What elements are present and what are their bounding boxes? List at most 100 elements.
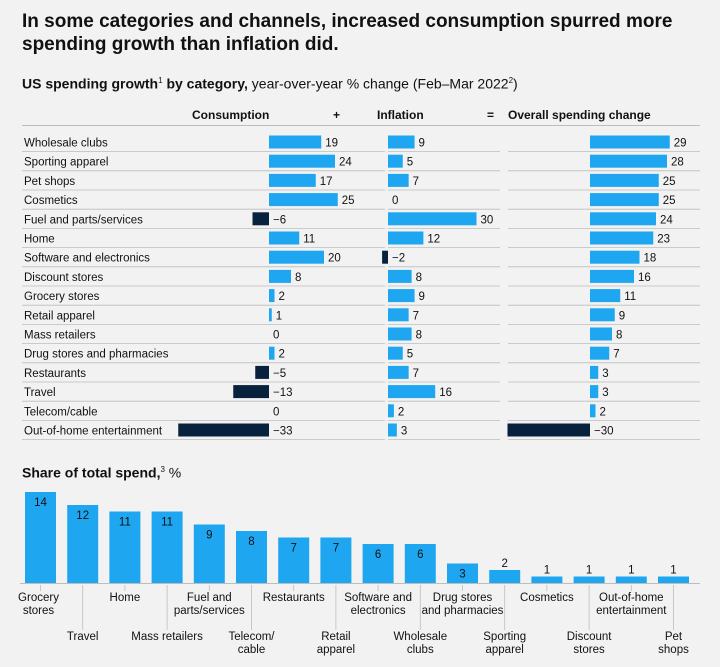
category-label-restaurants: Restaurants: [24, 368, 86, 380]
share-label-line: clubs: [407, 644, 434, 656]
overall-value-out-of-home-entertainment: −30: [594, 426, 614, 438]
overall-value-sporting-apparel: 28: [671, 157, 684, 169]
share-label-line: Telecom/: [228, 631, 275, 643]
consumption-value-telecom-cable: 0: [273, 406, 279, 418]
header-plus: +: [333, 108, 341, 122]
share-label-line: stores: [23, 605, 55, 617]
category-label-fuel-and-parts-services: Fuel and parts/services: [24, 214, 143, 226]
share-label-line: apparel: [486, 644, 524, 656]
consumption-value-travel: −13: [273, 387, 293, 399]
footnote-2: 2: [508, 76, 514, 85]
inflation-bar-mass-retailers: [388, 327, 412, 341]
inflation-value-cosmetics: 0: [392, 195, 398, 207]
consumption-bar-home: [269, 231, 300, 245]
share-label-line: and pharmacies: [422, 605, 504, 617]
share-bar-pet-shops: [658, 576, 689, 583]
category-label-mass-retailers: Mass retailers: [24, 330, 96, 342]
share-title: Share of total spend,3 %: [22, 461, 181, 482]
inflation-value-fuel-and-parts-services: 30: [481, 214, 494, 226]
share-label-retail-apparel: Retail apparel: [317, 631, 355, 656]
consumption-value-out-of-home-entertainment: −33: [273, 426, 293, 438]
inflation-value-pet-shops: 7: [413, 176, 419, 188]
share-label-line: Wholesale: [393, 631, 447, 643]
share-value-wholesale-clubs: 6: [417, 549, 423, 561]
share-label-line: apparel: [317, 644, 355, 656]
share-label-line: Home: [110, 592, 141, 604]
overall-bar-home: [590, 231, 654, 245]
share-label-line: Mass retailers: [131, 631, 203, 643]
share-label-line: Sporting: [483, 631, 526, 643]
consumption-value-restaurants: −5: [273, 368, 286, 380]
inflation-value-discount-stores: 8: [416, 272, 422, 284]
category-label-retail-apparel: Retail apparel: [24, 310, 95, 322]
overall-bar-restaurants: [590, 365, 599, 379]
overall-bar-drug-stores-and-pharmacies: [590, 346, 610, 360]
consumption-value-mass-retailers: 0: [273, 330, 279, 342]
inflation-bar-out-of-home-entertainment: [388, 423, 397, 437]
inflation-value-mass-retailers: 8: [416, 330, 422, 342]
share-value-sporting-apparel: 2: [501, 558, 507, 570]
inflation-bar-sporting-apparel: [388, 154, 403, 168]
category-label-software-and-electronics: Software and electronics: [24, 253, 150, 265]
share-bar-home: [109, 511, 141, 583]
share-value-telecom-cable: 8: [248, 536, 254, 548]
inflation-value-drug-stores-and-pharmacies: 5: [407, 349, 413, 361]
share-label-line: electronics: [351, 605, 406, 617]
category-label-home: Home: [24, 234, 55, 246]
share-label-software-and-electronics: Software and electronics: [344, 592, 412, 617]
share-label-line: entertainment: [596, 605, 667, 617]
share-label-mass-retailers: Mass retailers: [131, 631, 203, 643]
overall-bar-mass-retailers: [590, 327, 612, 341]
inflation-bar-drug-stores-and-pharmacies: [388, 346, 403, 360]
inflation-bar-wholesale-clubs: [388, 135, 415, 149]
share-bar-sporting-apparel: [489, 570, 521, 583]
share-label-out-of-home-entertainment: Out-of-home entertainment: [596, 592, 667, 617]
overall-bar-wholesale-clubs: [590, 135, 670, 149]
share-label-line: cable: [238, 644, 266, 656]
subtitle-end: ): [513, 75, 518, 92]
share-bar-restaurants: [278, 537, 310, 583]
consumption-bar-travel: [233, 385, 269, 399]
consumption-value-software-and-electronics: 20: [328, 253, 341, 265]
share-bar-mass-retailers: [151, 511, 183, 583]
overall-value-home: 23: [657, 234, 670, 246]
overall-bar-software-and-electronics: [590, 250, 640, 264]
share-bar-retail-apparel: [320, 537, 352, 583]
overall-value-telecom-cable: 2: [600, 406, 606, 418]
overall-bar-cosmetics: [590, 193, 659, 207]
share-label-line: Discount: [567, 631, 613, 643]
share-bar-travel: [67, 505, 99, 583]
share-label-drug-stores-and-pharmacies: Drug stores and pharmacies: [422, 592, 504, 617]
share-label-travel: Travel: [67, 631, 99, 643]
consumption-bar-pet-shops: [269, 173, 316, 187]
share-value-mass-retailers: 11: [161, 517, 173, 529]
share-label-telecom-cable: Telecom/cable: [228, 631, 275, 656]
inflation-value-retail-apparel: 7: [413, 310, 419, 322]
inflation-value-home: 12: [427, 234, 440, 246]
inflation-bar-telecom-cable: [388, 404, 394, 418]
share-value-out-of-home-entertainment: 1: [628, 565, 634, 577]
consumption-value-home: 11: [303, 234, 315, 246]
share-bar-telecom-cable: [236, 531, 267, 583]
share-label-grocery-stores: Grocery stores: [18, 592, 59, 617]
consumption-bar-cosmetics: [269, 193, 338, 207]
share-bar-fuel-and-parts-services: [193, 524, 225, 583]
consumption-bar-out-of-home-entertainment: [178, 423, 269, 437]
share-label-line: Travel: [67, 631, 99, 643]
consumption-value-cosmetics: 25: [342, 195, 355, 207]
share-label-line: Fuel and: [187, 592, 232, 604]
inflation-value-software-and-electronics: −2: [392, 253, 405, 265]
category-label-cosmetics: Cosmetics: [24, 195, 78, 207]
consumption-bar-drug-stores-and-pharmacies: [269, 346, 275, 360]
share-label-pet-shops: Pet shops: [658, 631, 689, 656]
share-label-restaurants: Restaurants: [263, 592, 325, 604]
header-overall: Overall spending change: [508, 108, 651, 122]
inflation-value-restaurants: 7: [413, 368, 419, 380]
overall-value-restaurants: 3: [602, 368, 608, 380]
consumption-bar-fuel-and-parts-services: [252, 212, 269, 226]
share-bar-discount-stores: [573, 576, 605, 583]
consumption-value-wholesale-clubs: 19: [325, 138, 338, 150]
category-label-out-of-home-entertainment: Out-of-home entertainment: [24, 426, 163, 438]
